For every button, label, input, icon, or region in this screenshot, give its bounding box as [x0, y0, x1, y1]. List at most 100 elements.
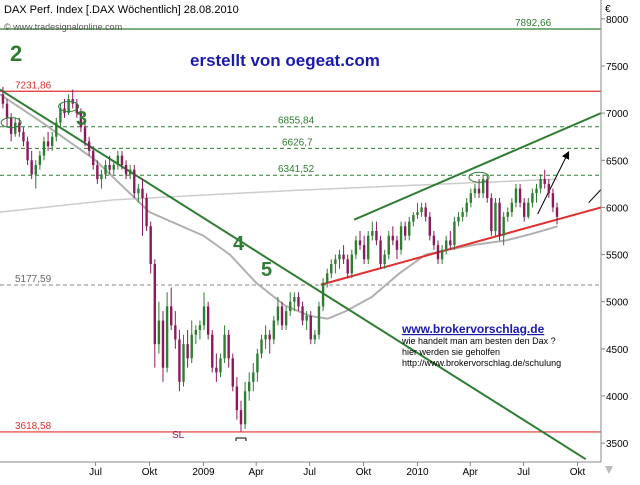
- level-label-6626,7: 6626,7: [282, 137, 313, 148]
- candle-body-28: [116, 155, 120, 165]
- candle-body-23: [96, 165, 99, 180]
- x-tick-label-Jul: Jul: [303, 467, 316, 478]
- candle-body-75: [309, 315, 312, 340]
- candle-body-57: [235, 386, 239, 411]
- candle-body-20: [83, 127, 87, 142]
- candlesticks: [1, 86, 559, 432]
- promo-url-link[interactable]: www.brokervorschlag.de: [401, 322, 545, 336]
- candle-body-65: [268, 334, 271, 340]
- candle-body-118: [486, 179, 489, 198]
- axes: €3500 4000 4500 5000 5500 6000 6500 7000 7500 800…: [0, 0, 629, 478]
- level-label-7231,86: 7231,86: [15, 80, 52, 91]
- candle-body-21: [87, 141, 91, 151]
- candle-body-24: [100, 174, 103, 180]
- candle-body-91: [375, 231, 378, 241]
- x-tick-label-Okt: Okt: [570, 467, 586, 478]
- level-label-5177,59: 5177,59: [15, 274, 52, 285]
- candle-body-67: [276, 306, 280, 321]
- candle-body-62: [256, 353, 259, 373]
- y-tick-label-6500: 6500: [606, 156, 629, 167]
- wave-label-5: 5: [261, 259, 272, 281]
- candle-body-19: [79, 113, 83, 128]
- y-tick-label-7500: 7500: [606, 62, 629, 73]
- promo-line-1: wie handelt man am besten den Dax ?: [401, 336, 556, 346]
- candle-body-81: [334, 259, 337, 264]
- candle-body-41: [170, 306, 173, 326]
- candle-body-29: [120, 155, 124, 165]
- candle-body-103: [424, 207, 427, 217]
- candle-body-22: [92, 150, 95, 165]
- stop-loss-bracket: [235, 437, 247, 441]
- wave-label-2: 2: [10, 41, 22, 66]
- candle-body-30: [124, 165, 128, 175]
- candle-body-106: [436, 245, 440, 260]
- currency-symbol: €: [605, 4, 611, 15]
- candle-body-53: [219, 358, 222, 373]
- y-tick-label-8000: 8000: [606, 15, 629, 26]
- candle-body-52: [215, 367, 218, 373]
- candle-body-109: [449, 240, 452, 246]
- candle-body-68: [280, 306, 284, 326]
- candle-body-55: [227, 334, 230, 359]
- horizontal-levels: 7892,66 7231,86 6855,84 6626,7 6341,52 5177,5…: [0, 18, 601, 433]
- level-label-3618,58: 3618,58: [15, 421, 52, 432]
- long-moving-average: [0, 178, 558, 213]
- y-tick-label-4500: 4500: [606, 345, 629, 356]
- candle-body-111: [457, 216, 460, 222]
- candle-body-90: [371, 231, 374, 236]
- candle-body-1: [5, 103, 9, 118]
- candle-body-102: [420, 207, 423, 213]
- candle-body-87: [358, 240, 362, 246]
- candle-body-49: [202, 306, 206, 326]
- candle-body-7: [30, 160, 33, 175]
- candle-body-16: [67, 99, 70, 114]
- candle-body-64: [264, 334, 267, 340]
- candle-body-60: [247, 381, 251, 392]
- candle-body-44: [182, 344, 185, 382]
- moving-average-line: [0, 93, 558, 320]
- candle-body-9: [38, 155, 42, 165]
- high-marker-ellipse-2: [468, 171, 490, 183]
- candle-body-31: [128, 169, 132, 175]
- candle-body-95: [391, 235, 395, 241]
- candle-body-124: [510, 202, 514, 213]
- x-tick-label-2010: 2010: [406, 467, 429, 478]
- candle-body-63: [260, 339, 263, 354]
- candle-body-130: [535, 188, 538, 194]
- high-marker-ellipse-1: [58, 101, 80, 113]
- candle-body-54: [223, 334, 226, 359]
- candle-body-12: [50, 136, 54, 147]
- x-tick-label-Jul: Jul: [89, 467, 102, 478]
- candle-body-98: [403, 226, 407, 236]
- candle-body-71: [293, 297, 296, 302]
- candle-body-51: [211, 334, 214, 368]
- candle-body-129: [531, 193, 534, 203]
- candle-body-25: [104, 165, 107, 175]
- candle-body-120: [494, 202, 497, 231]
- candle-body-83: [342, 254, 345, 260]
- candle-body-46: [190, 334, 193, 359]
- candle-body-73: [301, 306, 304, 321]
- candle-body-3: [14, 122, 17, 134]
- candle-body-93: [383, 254, 386, 264]
- candle-body-36: [149, 226, 152, 264]
- candle-body-50: [206, 306, 210, 335]
- candle-body-114: [469, 193, 473, 203]
- candle-body-101: [416, 212, 419, 215]
- candle-body-43: [178, 339, 181, 382]
- candle-body-127: [522, 202, 526, 217]
- candle-body-34: [141, 188, 144, 198]
- candle-body-56: [231, 358, 234, 387]
- trendline-downtrend: [0, 88, 587, 461]
- candle-body-108: [445, 240, 448, 250]
- candle-body-10: [42, 141, 46, 156]
- candle-body-100: [412, 214, 415, 222]
- candle-body-13: [55, 122, 58, 137]
- candle-body-104: [428, 216, 431, 236]
- trendlines: [0, 88, 602, 461]
- candle-body-38: [157, 320, 161, 345]
- promo-line-3[interactable]: http://www.brokervorschlag.de/schulung: [402, 358, 561, 368]
- candle-body-131: [539, 179, 542, 189]
